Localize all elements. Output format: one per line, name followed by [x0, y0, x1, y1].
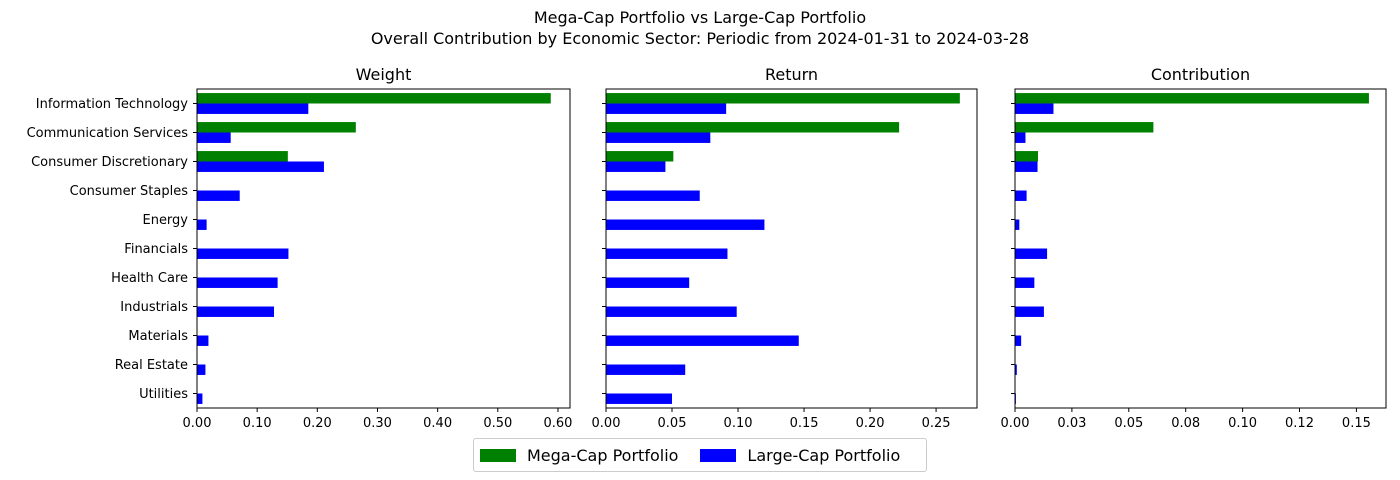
xtick-label-weight: 0.10 [243, 416, 272, 430]
bar-contribution-large [1015, 248, 1048, 259]
bar-contribution-large [1015, 219, 1020, 230]
bar-return-large [606, 335, 799, 346]
panel-title-contribution: Contribution [1151, 65, 1250, 84]
xtick-label-weight: 0.00 [183, 416, 212, 430]
panel-title-weight: Weight [356, 65, 412, 84]
bar-return-large [606, 103, 727, 114]
legend-item-mega: Mega-Cap Portfolio [480, 446, 678, 465]
bar-weight-mega [197, 93, 551, 104]
bar-return-large [606, 306, 737, 317]
bar-weight-large [197, 364, 206, 375]
xtick-label-contribution: 0.08 [1171, 416, 1200, 430]
xtick-label-return: 0.25 [922, 416, 951, 430]
bar-contribution-large [1015, 132, 1026, 143]
xtick-label-weight: 0.20 [303, 416, 332, 430]
chart-title-line1: Mega-Cap Portfolio vs Large-Cap Portfoli… [533, 8, 867, 27]
legend-label-mega: Mega-Cap Portfolio [527, 445, 679, 465]
bar-return-large [606, 393, 673, 404]
ytick-label: Real Estate [115, 358, 188, 373]
bar-weight-mega [197, 122, 356, 133]
ytick-label: Consumer Discretionary [31, 155, 188, 170]
bar-weight-large [197, 248, 289, 259]
bar-return-mega [606, 122, 900, 133]
panel-title-return: Return [765, 65, 818, 84]
xtick-label-return: 0.15 [790, 416, 819, 430]
bar-contribution-mega [1015, 122, 1154, 133]
legend-item-large: Large-Cap Portfolio [700, 446, 900, 465]
bar-contribution-mega [1015, 151, 1038, 162]
bar-return-large [606, 190, 700, 201]
ytick-label: Energy [142, 213, 188, 228]
bar-return-mega [606, 93, 960, 104]
xtick-label-contribution: 0.12 [1285, 416, 1314, 430]
axes-frame-return [605, 88, 978, 409]
bar-weight-large [197, 393, 203, 404]
bar-return-large [606, 219, 765, 230]
bar-contribution-large [1015, 103, 1054, 114]
bar-contribution-large [1015, 364, 1017, 375]
xtick-label-weight: 0.50 [483, 416, 512, 430]
xtick-label-weight: 0.60 [543, 416, 572, 430]
bar-weight-large [197, 132, 231, 143]
xtick-label-contribution: 0.15 [1342, 416, 1371, 430]
xtick-label-contribution: 0.03 [1057, 416, 1086, 430]
ytick-label: Materials [128, 329, 188, 344]
axes-frame-contribution [1014, 88, 1387, 409]
bar-weight-large [197, 219, 207, 230]
bar-weight-large [197, 306, 275, 317]
ytick-label: Consumer Staples [70, 184, 189, 199]
bar-return-large [606, 248, 728, 259]
xtick-label-contribution: 0.05 [1114, 416, 1143, 430]
bar-contribution-large [1015, 190, 1027, 201]
axes-frame-weight [196, 88, 571, 409]
bar-return-large [606, 364, 686, 375]
ytick-label: Utilities [139, 387, 188, 402]
chart-canvas: Weight Information Technology Communicatio… [27, 65, 1387, 430]
bar-contribution-large [1015, 335, 1022, 346]
bar-return-large [606, 161, 666, 172]
bar-return-large [606, 132, 711, 143]
legend: Mega-Cap Portfolio Large-Cap Portfolio [473, 438, 927, 472]
xtick-label-return: 0.00 [592, 416, 621, 430]
xtick-label-return: 0.05 [658, 416, 687, 430]
xtick-label-weight: 0.40 [423, 416, 452, 430]
bar-weight-large [197, 190, 240, 201]
ytick-label: Communication Services [27, 126, 189, 141]
xtick-label-weight: 0.30 [363, 416, 392, 430]
ytick-label: Industrials [120, 300, 188, 315]
ytick-label: Financials [124, 242, 188, 257]
bar-weight-large [197, 161, 324, 172]
bar-contribution-large [1015, 277, 1035, 288]
bar-return-large [606, 277, 690, 288]
bar-weight-mega [197, 151, 288, 162]
bar-contribution-large [1015, 161, 1038, 172]
xtick-label-return: 0.10 [724, 416, 753, 430]
legend-label-large: Large-Cap Portfolio [747, 445, 901, 465]
bar-weight-large [197, 277, 278, 288]
bar-contribution-mega [1015, 93, 1369, 104]
xtick-label-contribution: 0.10 [1228, 416, 1257, 430]
xtick-label-contribution: 0.00 [1001, 416, 1030, 430]
bar-weight-large [197, 335, 209, 346]
ytick-label: Information Technology [36, 97, 189, 112]
bar-return-mega [606, 151, 674, 162]
bar-contribution-large [1015, 306, 1044, 317]
xtick-label-return: 0.20 [856, 416, 885, 430]
bar-weight-large [197, 103, 309, 114]
chart-title-line2: Overall Contribution by Economic Sector:… [370, 29, 1030, 48]
legend-swatch-large [700, 448, 737, 462]
legend-swatch-mega [480, 448, 516, 462]
ytick-label: Health Care [111, 271, 188, 286]
